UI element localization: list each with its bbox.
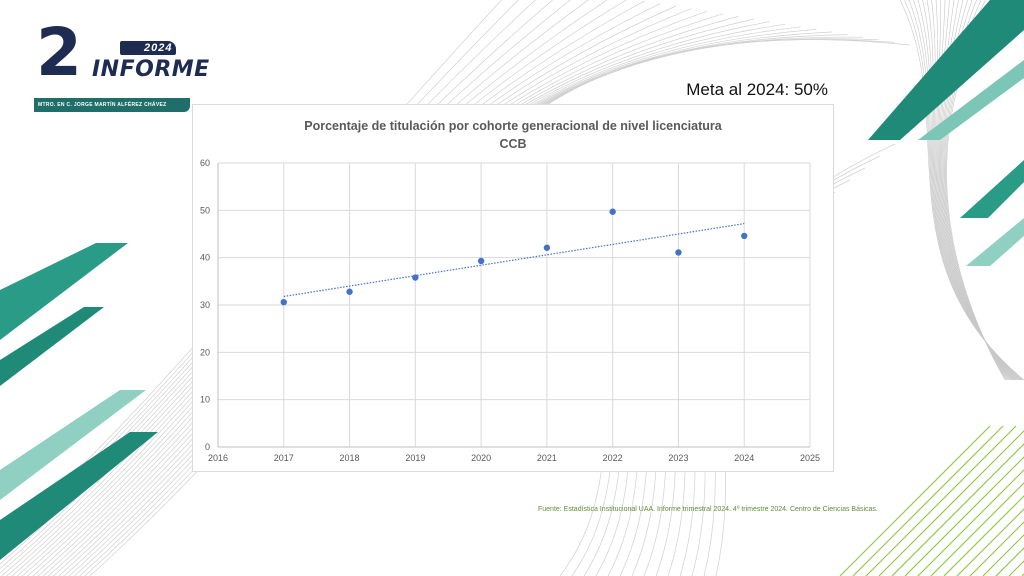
y-tick-label: 10	[200, 395, 210, 405]
teal-stripes-top-right	[868, 0, 1024, 266]
data-point	[346, 288, 353, 295]
data-point	[280, 298, 287, 306]
y-tick-label: 50	[200, 205, 210, 215]
grid-lines	[217, 162, 811, 448]
chart-title-line2: CCB	[499, 137, 527, 151]
chart-title: Porcentaje de titulación por cohorte gen…	[193, 117, 833, 153]
green-stripe	[904, 456, 1024, 576]
scatter-plot: 0 10 20 30 40 50 60 2016 2017 2018 2019 2020 2021 202…	[200, 158, 820, 463]
x-tick-label: 2024	[734, 453, 754, 463]
x-tick-label: 2025	[800, 453, 820, 463]
goal-label: Meta al 2024: 50%	[686, 80, 828, 99]
y-tick-label: 60	[200, 158, 210, 168]
x-tick-label: 2021	[537, 453, 557, 463]
tick-labels: 0 10 20 30 40 50 60 2016 2017 2018 2019 2020 2021 202…	[200, 158, 820, 463]
green-stripe	[865, 425, 1017, 576]
x-tick-label: 2022	[603, 453, 623, 463]
data-point	[609, 208, 616, 215]
trendline-group	[283, 222, 745, 298]
green-line-pattern	[839, 425, 1024, 576]
data-points	[280, 208, 748, 306]
data-point	[675, 249, 682, 256]
green-stripe	[1008, 560, 1024, 576]
x-tick-label: 2019	[405, 453, 425, 463]
chart-title-line1: Porcentaje de titulación por cohorte gen…	[304, 119, 722, 133]
x-tick-label: 2017	[274, 453, 294, 463]
y-tick-label: 20	[200, 347, 210, 357]
teal-stripes-left	[0, 243, 158, 560]
logo-band-text: MTRO. EN C. JORGE MARTÍN ALFÉREZ CHÁVEZ	[34, 98, 190, 112]
green-stripe	[839, 425, 991, 576]
source-note: Fuente: Estadística Institucional UAA. I…	[538, 506, 878, 513]
green-stripe	[956, 508, 1024, 576]
green-stripe	[943, 495, 1024, 576]
y-tick-label: 40	[200, 253, 210, 263]
axes	[217, 163, 810, 448]
logo-number: 2	[36, 14, 82, 91]
trendline	[283, 222, 745, 298]
data-point	[412, 274, 419, 281]
green-stripe	[852, 425, 1004, 576]
y-tick-label: 30	[200, 300, 210, 310]
chart-container: 0 10 20 30 40 50 60 2016 2017 2018 2019 2020 2021 202…	[192, 104, 834, 472]
x-tick-label: 2018	[340, 453, 360, 463]
informe-logo: 2 2024 INFORME MTRO. EN C. JORGE MARTÍN …	[34, 20, 209, 118]
x-tick-label: 2020	[471, 453, 491, 463]
green-stripe	[891, 443, 1024, 576]
x-tick-label: 2016	[208, 453, 228, 463]
data-point	[477, 257, 485, 265]
y-tick-label: 0	[205, 442, 210, 452]
green-stripe	[982, 534, 1024, 576]
logo-word: INFORME	[92, 57, 210, 82]
green-stripe	[917, 469, 1024, 576]
x-tick-label: 2023	[668, 453, 688, 463]
data-point	[741, 232, 748, 240]
green-stripe	[969, 521, 1024, 576]
green-stripe	[878, 430, 1024, 576]
green-stripe	[930, 482, 1024, 576]
logo-year: 2024	[120, 41, 177, 55]
data-point	[543, 244, 551, 251]
green-stripe	[995, 547, 1024, 576]
